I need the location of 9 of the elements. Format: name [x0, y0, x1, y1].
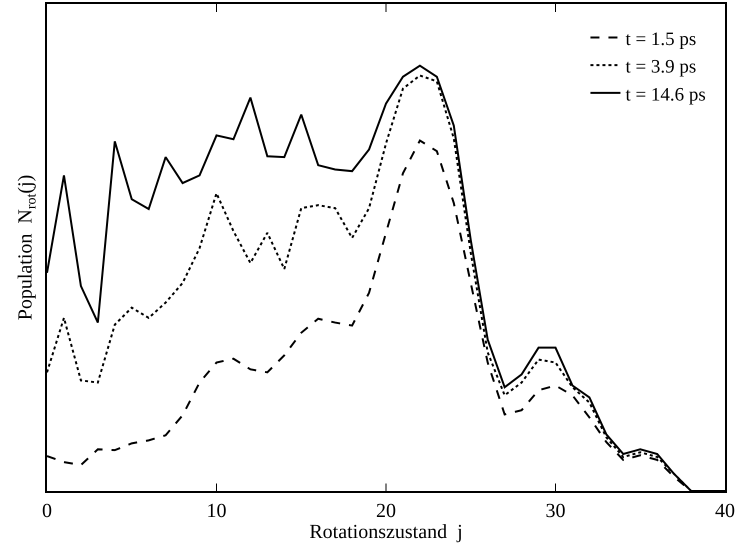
x-axis-title: Rotationszustand j — [309, 521, 463, 543]
legend-label: t = 1.5 ps — [625, 28, 696, 50]
legend-label: t = 14.6 ps — [625, 84, 706, 106]
x-tick-label: 10 — [206, 500, 226, 522]
x-tick-label: 20 — [376, 500, 396, 522]
x-tick-label: 30 — [546, 500, 566, 522]
legend-label: t = 3.9 ps — [625, 56, 696, 78]
x-tick-label: 0 — [42, 500, 52, 522]
x-tick-label: 40 — [715, 500, 735, 522]
